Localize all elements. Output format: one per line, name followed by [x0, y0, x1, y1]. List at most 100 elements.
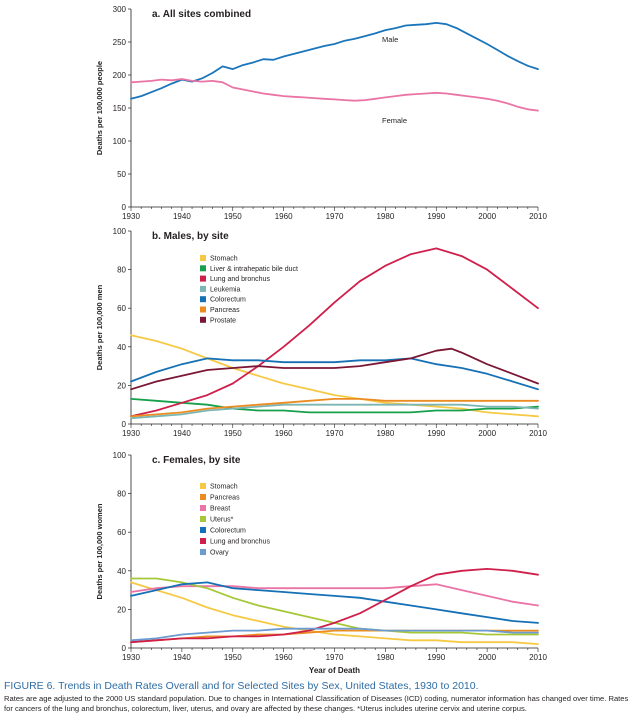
chart-title: b. Males, by site: [152, 231, 229, 242]
series-line-stomach: [130, 581, 539, 645]
legend-label-pancreas: Pancreas: [210, 495, 240, 502]
figure-caption: FIGURE 6. Trends in Death Rates Overall …: [4, 680, 636, 713]
x-tick-label: 2000: [478, 653, 496, 662]
x-tick-label: 1970: [326, 429, 344, 438]
x-tick-label: 1990: [427, 653, 445, 662]
y-tick-label: 80: [117, 266, 126, 275]
y-axis-label: Deaths per 100,000 women: [95, 503, 104, 599]
x-tick-label: 1940: [173, 653, 191, 662]
y-tick-label: 0: [122, 420, 127, 429]
x-tick-label: 1960: [275, 653, 293, 662]
y-tick-label: 0: [122, 203, 127, 212]
y-tick-label: 300: [113, 5, 127, 14]
y-tick-label: 150: [113, 104, 127, 113]
x-tick-label: 1980: [376, 653, 394, 662]
series-line-leukemia: [130, 403, 539, 420]
x-tick-label: 2000: [478, 429, 496, 438]
legend: Stomach Pancreas Breast Uterus* Colorectum Lu…: [200, 483, 270, 557]
series-label-female: Female: [382, 116, 407, 125]
chart-panel-3: 0 20 40 60 80 100 1930 1940 1950 1960 1970 1980 1990…: [95, 451, 547, 675]
legend-label-uterus: Uterus*: [210, 517, 234, 524]
series-line-female: [130, 78, 539, 112]
legend-label-pancreas: Pancreas: [210, 307, 240, 314]
y-tick-label: 250: [113, 38, 127, 47]
x-tick-label: 1960: [275, 212, 293, 221]
x-tick-label: 1930: [122, 429, 140, 438]
legend-label-colorectum: Colorectum: [210, 297, 246, 304]
y-tick-label: 100: [113, 227, 127, 236]
x-tick-label: 1950: [224, 429, 242, 438]
chart-title: c. Females, by site: [152, 455, 241, 466]
legend-label-liver-intrahepatic-bile-duct: Liver & intrahepatic bile duct: [210, 266, 298, 273]
legend-label-lung-and-bronchus: Lung and bronchus: [210, 539, 270, 546]
y-tick-label: 60: [117, 528, 126, 537]
y-tick-label: 40: [117, 343, 126, 352]
legend-label-colorectum: Colorectum: [210, 528, 246, 535]
y-tick-label: 100: [113, 451, 127, 460]
chart-panel-2: 0 20 40 60 80 100 1930 1940 1950 1960 1970 1980 1990…: [95, 227, 547, 438]
legend-label-ovary: Ovary: [210, 550, 229, 557]
legend-label-breast: Breast: [210, 506, 230, 513]
legend-label-leukemia: Leukemia: [210, 286, 240, 293]
legend-swatch-colorectum: [200, 296, 206, 303]
legend: Stomach Liver & intrahepatic bile duct Lun…: [200, 255, 298, 324]
series-line-lung-and-bronchus: [130, 568, 539, 644]
y-tick-label: 20: [117, 381, 126, 390]
series-line-ovary: [130, 627, 539, 642]
x-tick-label: 1980: [376, 429, 394, 438]
x-tick-label: 1970: [326, 653, 344, 662]
series-line-colorectum: [130, 357, 539, 391]
x-tick-label: 1960: [275, 429, 293, 438]
x-tick-label: 1990: [427, 429, 445, 438]
legend-swatch-lung-and-bronchus: [200, 538, 206, 544]
series-line-pancreas: [130, 398, 539, 418]
y-tick-label: 0: [122, 644, 127, 653]
series-line-colorectum: [130, 581, 539, 624]
x-tick-label: 1950: [224, 212, 242, 221]
legend-swatch-prostate: [200, 316, 206, 323]
legend-swatch-stomach: [200, 255, 206, 261]
series-line-liver-intrahepatic-bile-duct: [130, 398, 539, 414]
x-tick-label: 1940: [173, 429, 191, 438]
chart-panel-1: 0 50 100 150 200 250 300 1930 1940 1950 1960 1970 19…: [95, 5, 547, 221]
x-tick-label: 1990: [427, 212, 445, 221]
caption-text: Rates are age adjusted to the 2000 US st…: [4, 694, 629, 713]
legend-swatch-uterus: [200, 516, 206, 522]
legend-swatch-pancreas: [200, 494, 206, 500]
x-tick-label: 1930: [122, 212, 140, 221]
x-tick-label: 1940: [173, 212, 191, 221]
x-tick-label: 2010: [529, 429, 547, 438]
y-tick-label: 200: [113, 71, 127, 80]
x-axis-label: Year of Death: [309, 666, 360, 675]
legend-swatch-colorectum: [200, 527, 206, 533]
x-tick-label: 1930: [122, 653, 140, 662]
y-axis-label: Deaths per 100,000 people: [95, 61, 104, 155]
legend-swatch-lung-and-bronchus: [200, 275, 206, 282]
legend-label-lung-and-bronchus: Lung and bronchus: [210, 276, 270, 283]
y-tick-label: 80: [117, 490, 126, 499]
x-tick-label: 1970: [326, 212, 344, 221]
y-tick-label: 50: [117, 170, 126, 179]
legend-swatch-ovary: [200, 549, 206, 555]
legend-swatch-breast: [200, 505, 206, 511]
x-tick-label: 2000: [478, 212, 496, 221]
y-axis-label: Deaths per 100,000 men: [95, 284, 104, 370]
x-tick-label: 1980: [376, 212, 394, 221]
y-tick-label: 60: [117, 304, 126, 313]
x-tick-label: 2010: [529, 653, 547, 662]
chart-title: a. All sites combined: [152, 9, 251, 20]
series-line-prostate: [130, 347, 539, 391]
legend-label-stomach: Stomach: [210, 256, 238, 263]
legend-swatch-leukemia: [200, 285, 206, 292]
x-tick-label: 2010: [529, 212, 547, 221]
legend-label-prostate: Prostate: [210, 317, 236, 324]
series-line-lung-and-bronchus: [130, 247, 539, 418]
y-tick-label: 100: [113, 137, 127, 146]
legend-swatch-liver-intrahepatic-bile-duct: [200, 265, 206, 272]
legend-swatch-pancreas: [200, 306, 206, 313]
caption-title: FIGURE 6. Trends in Death Rates Overall …: [4, 680, 479, 692]
series-label-male: Male: [382, 35, 398, 44]
series-line-pancreas: [130, 629, 539, 644]
x-tick-label: 1950: [224, 653, 242, 662]
